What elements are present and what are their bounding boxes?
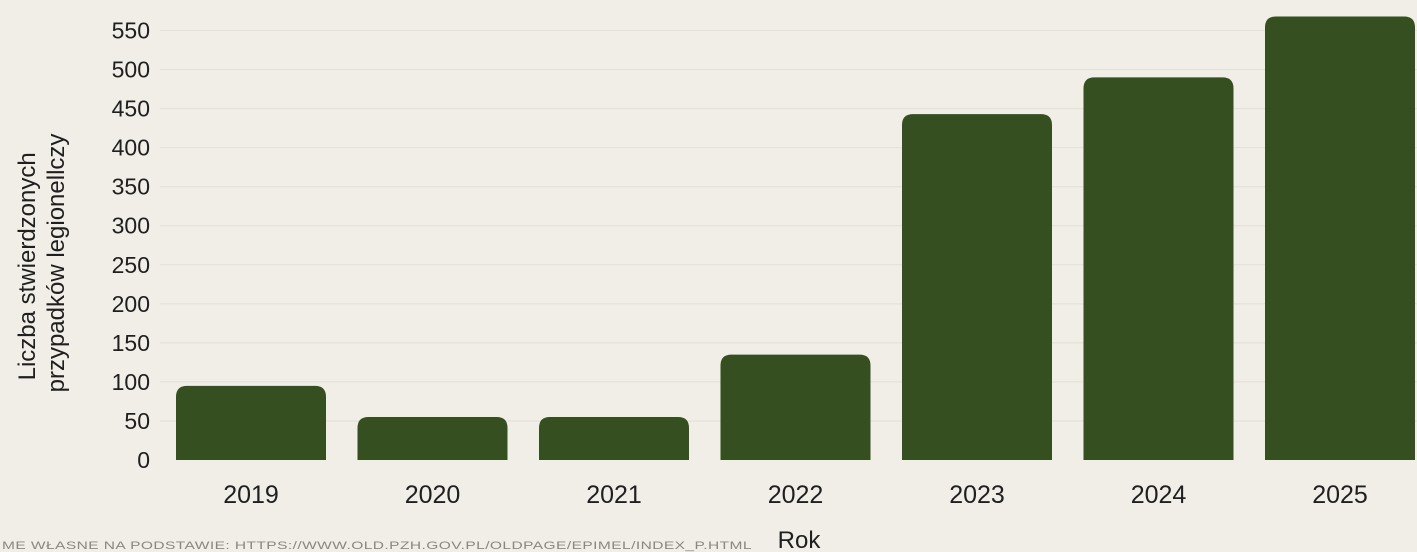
y-axis-title-line-2: przypadków legionellczy bbox=[43, 134, 70, 393]
y-axis-title: Liczba stwierdzonych przypadków legionel… bbox=[14, 134, 70, 393]
x-tick-label: 2020 bbox=[405, 481, 461, 509]
y-axis-title-line-1: Liczba stwierdzonych bbox=[14, 152, 41, 380]
bar-2022 bbox=[720, 354, 871, 460]
bar-2020 bbox=[357, 417, 508, 460]
y-tick-label: 0 bbox=[137, 447, 150, 473]
bar-2023 bbox=[902, 114, 1052, 461]
y-tick-label: 150 bbox=[112, 330, 150, 356]
x-tick-label: 2025 bbox=[1312, 481, 1368, 509]
y-tick-label: 100 bbox=[112, 369, 150, 395]
x-axis-ticks: 2019 2020 2021 2022 2023 2024 2025 bbox=[223, 481, 1368, 509]
bar-2019 bbox=[176, 385, 326, 460]
bar-2024 bbox=[1083, 77, 1234, 461]
bars bbox=[176, 16, 1415, 461]
x-tick-label: 2023 bbox=[949, 481, 1005, 509]
bar-2021 bbox=[539, 417, 689, 460]
x-tick-label: 2024 bbox=[1131, 481, 1187, 509]
x-tick-label: 2021 bbox=[586, 481, 642, 509]
y-tick-label: 300 bbox=[112, 213, 150, 239]
y-tick-label: 50 bbox=[124, 408, 150, 434]
y-tick-label: 200 bbox=[112, 291, 150, 317]
x-axis-title: Rok bbox=[778, 527, 822, 552]
y-tick-label: 400 bbox=[112, 135, 150, 161]
x-tick-label: 2019 bbox=[223, 481, 279, 509]
y-tick-label: 350 bbox=[112, 174, 150, 200]
bar-2025 bbox=[1265, 16, 1415, 460]
y-tick-label: 450 bbox=[112, 96, 150, 122]
x-tick-label: 2022 bbox=[768, 481, 824, 509]
y-tick-label: 500 bbox=[112, 57, 150, 83]
source-note: ME WŁASNE NA PODSTAWIE: HTTPS://WWW.OLD.… bbox=[2, 540, 752, 552]
y-tick-label: 550 bbox=[112, 18, 150, 44]
grid-lines bbox=[160, 30, 1417, 422]
y-axis-ticks: 0 50 100 150 200 250 300 350 400 450 500 550 bbox=[112, 18, 150, 473]
y-tick-label: 250 bbox=[112, 252, 150, 278]
